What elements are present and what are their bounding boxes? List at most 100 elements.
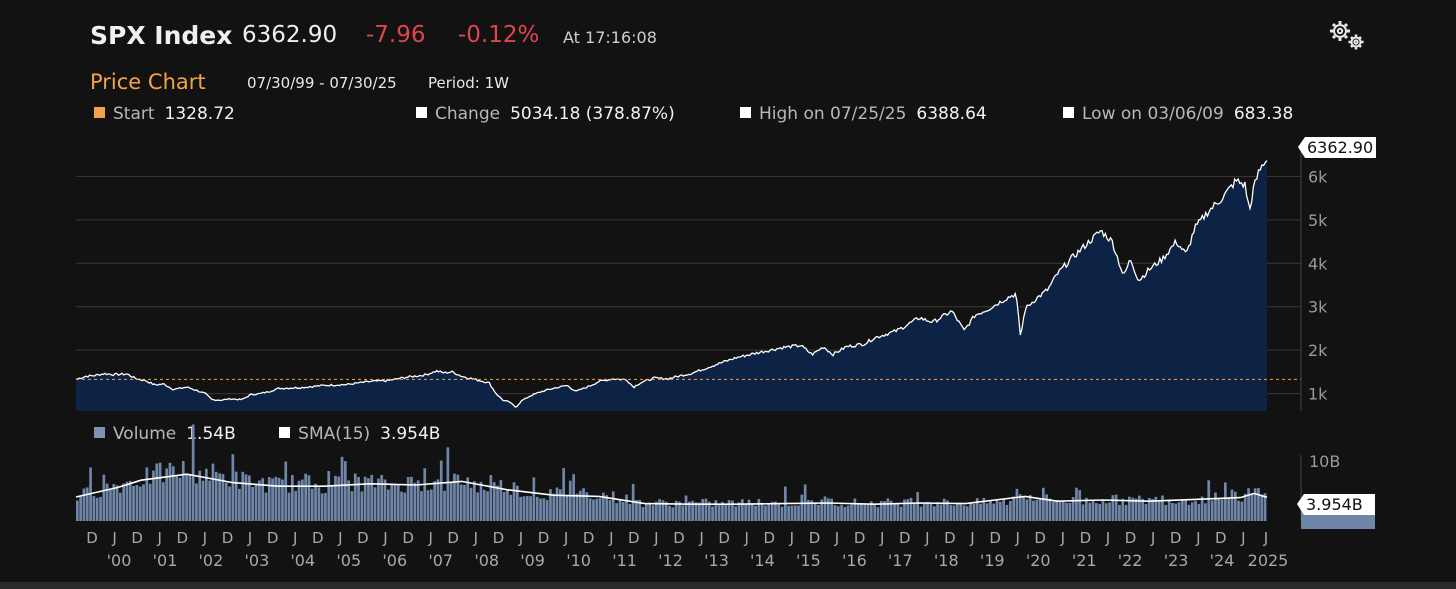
- volume-bar: [939, 504, 943, 521]
- volume-bar: [102, 474, 106, 521]
- volume-bar: [1157, 500, 1161, 521]
- volume-bar: [377, 478, 380, 521]
- stat-value: 1328.72: [164, 104, 235, 124]
- volume-bar: [625, 494, 628, 521]
- volume-bar: [797, 505, 800, 521]
- volume-bar: [248, 475, 251, 521]
- volume-bar: [975, 498, 979, 521]
- volume-bar: [734, 506, 738, 521]
- volume-bar: [1217, 498, 1221, 521]
- month-tick-label: D: [177, 529, 189, 547]
- volume-bar: [387, 489, 390, 521]
- volume-bar: [459, 484, 463, 521]
- volume-bar: [721, 502, 724, 521]
- volume-bar: [264, 492, 268, 521]
- volume-bar: [549, 489, 552, 521]
- volume-bar: [1058, 500, 1062, 521]
- month-tick-label: D: [131, 529, 143, 547]
- volume-bar: [827, 498, 830, 521]
- period-selector[interactable]: Period: 1W: [428, 74, 509, 92]
- volume-bar: [178, 477, 182, 521]
- volume-bar: [813, 502, 817, 521]
- volume-value: 1.54B: [186, 424, 236, 444]
- volume-bar: [767, 503, 771, 521]
- stat-change: Change 5034.18 (378.87%): [416, 104, 675, 124]
- volume-bar: [903, 499, 906, 521]
- month-tick-label: D: [493, 529, 505, 547]
- volume-bar: [1088, 502, 1092, 521]
- volume-bar: [509, 494, 513, 521]
- month-tick-label: D: [718, 529, 730, 547]
- volume-bar: [701, 499, 704, 521]
- volume-bar: [1042, 487, 1045, 521]
- volume-bar: [949, 505, 953, 521]
- volume-bar: [760, 502, 764, 521]
- volume-bar: [1018, 494, 1022, 521]
- ticker-label: SPX Index: [90, 21, 233, 50]
- volume-bar: [1220, 499, 1224, 521]
- volume-bar: [446, 447, 450, 521]
- volume-bar: [310, 488, 314, 521]
- volume-bar: [684, 495, 688, 521]
- volume-bar: [787, 505, 790, 521]
- month-tick-label: J: [427, 529, 432, 547]
- volume-bar: [1214, 492, 1217, 521]
- volume-bar: [1108, 502, 1111, 521]
- volume-bar: [92, 496, 96, 521]
- volume-bar: [582, 488, 585, 521]
- sma-label: SMA(15): [298, 424, 371, 444]
- volume-bar: [651, 505, 655, 521]
- volume-bar: [929, 503, 933, 521]
- month-tick-label: D: [447, 529, 459, 547]
- month-tick-label: J: [653, 529, 658, 547]
- last-price-flag: [1298, 137, 1376, 158]
- year-tick-label: '12: [658, 551, 683, 570]
- month-tick-label: J: [518, 529, 523, 547]
- volume-bar: [383, 479, 387, 521]
- volume-bar: [307, 475, 311, 521]
- stat-change-swatch: [416, 107, 427, 118]
- volume-bar: [628, 504, 632, 521]
- volume-bar: [79, 496, 82, 521]
- volume-bar: [522, 496, 526, 521]
- volume-bar: [1071, 497, 1075, 521]
- volume-bar: [162, 482, 165, 521]
- volume-bar: [1174, 503, 1178, 521]
- volume-bar: [519, 496, 522, 521]
- volume-bar: [823, 496, 827, 521]
- month-tick-label: D: [854, 529, 866, 547]
- volume-bar: [171, 466, 175, 521]
- volume-bar: [664, 501, 668, 521]
- volume-bar: [317, 487, 321, 521]
- month-tick-label: J: [563, 529, 568, 547]
- price-line: [75, 160, 1268, 408]
- volume-bar: [578, 490, 582, 521]
- volume-bar: [347, 480, 350, 521]
- volume-bar: [989, 501, 992, 521]
- volume-bar: [430, 489, 433, 521]
- volume-bar: [413, 482, 417, 521]
- sma-last-flag: [1297, 494, 1375, 515]
- stat-label: Low on 03/06/09: [1082, 104, 1224, 124]
- month-tick-label: D: [312, 529, 324, 547]
- volume-bar: [344, 461, 347, 521]
- volume-bar: [1131, 497, 1135, 521]
- settings-gears-icon[interactable]: [1326, 18, 1370, 54]
- volume-bar: [565, 495, 569, 521]
- volume-bar: [1128, 496, 1131, 521]
- volume-bar: [214, 471, 218, 521]
- volume-bar: [1048, 498, 1052, 521]
- year-tick-label: '06: [382, 551, 407, 570]
- date-range[interactable]: 07/30/99 - 07/30/25: [247, 74, 397, 92]
- volume-bar: [238, 488, 241, 521]
- volume-bar: [936, 502, 939, 521]
- month-tick-label: J: [337, 529, 342, 547]
- volume-bar: [334, 475, 337, 521]
- volume-bar: [1061, 501, 1065, 521]
- volume-bar: [1187, 504, 1191, 521]
- volume-bar: [552, 493, 556, 521]
- volume-bar: [932, 506, 936, 521]
- volume-bar: [175, 475, 178, 521]
- month-tick-label: D: [1034, 529, 1046, 547]
